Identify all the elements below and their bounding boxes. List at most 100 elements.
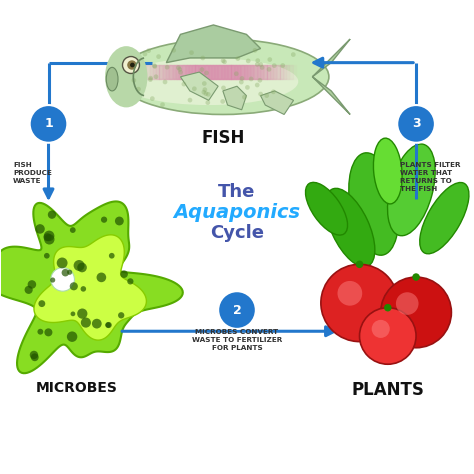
Circle shape [205, 100, 210, 105]
Circle shape [38, 300, 46, 307]
Circle shape [70, 282, 78, 291]
Circle shape [130, 63, 135, 67]
Circle shape [372, 320, 390, 338]
Text: PLANTS FILTER
WATER THAT
RETURNS TO
THE FISH: PLANTS FILTER WATER THAT RETURNS TO THE … [401, 162, 461, 191]
Polygon shape [166, 25, 261, 63]
Polygon shape [34, 235, 146, 340]
Circle shape [178, 70, 183, 75]
Circle shape [201, 90, 206, 95]
Circle shape [62, 269, 69, 276]
Circle shape [337, 281, 362, 306]
Circle shape [25, 286, 33, 294]
Circle shape [127, 278, 134, 284]
Circle shape [30, 351, 38, 359]
Circle shape [188, 98, 192, 102]
Circle shape [71, 311, 75, 316]
Circle shape [27, 280, 36, 289]
Circle shape [258, 91, 263, 96]
Circle shape [218, 291, 256, 329]
Text: 2: 2 [233, 303, 241, 317]
Circle shape [153, 64, 157, 69]
Circle shape [176, 65, 181, 70]
Text: FISH: FISH [201, 128, 245, 146]
Circle shape [321, 264, 398, 342]
Circle shape [221, 85, 226, 90]
Circle shape [77, 309, 87, 319]
Circle shape [115, 217, 124, 226]
Circle shape [201, 55, 205, 60]
Circle shape [101, 217, 107, 223]
Circle shape [236, 56, 240, 61]
Circle shape [92, 319, 102, 328]
Ellipse shape [305, 182, 347, 235]
Circle shape [281, 63, 285, 68]
Polygon shape [312, 39, 350, 115]
Circle shape [267, 67, 272, 72]
Circle shape [57, 257, 68, 268]
Circle shape [192, 86, 197, 91]
Circle shape [182, 82, 186, 86]
Circle shape [240, 76, 245, 81]
Polygon shape [261, 91, 293, 115]
Polygon shape [223, 86, 246, 110]
Ellipse shape [119, 58, 298, 105]
Circle shape [44, 253, 50, 259]
Text: Aquaponics: Aquaponics [173, 203, 301, 222]
Circle shape [206, 92, 210, 97]
Text: MICROBES CONVERT
WASTE TO FERTILIZER
FOR PLANTS: MICROBES CONVERT WASTE TO FERTILIZER FOR… [192, 329, 282, 351]
Circle shape [51, 268, 74, 291]
Text: PLANTS: PLANTS [351, 381, 424, 399]
Ellipse shape [106, 67, 118, 91]
Circle shape [109, 253, 115, 259]
Circle shape [381, 277, 451, 348]
Circle shape [264, 93, 269, 98]
Circle shape [200, 67, 204, 72]
Circle shape [271, 90, 276, 94]
Circle shape [242, 95, 247, 100]
Circle shape [189, 50, 194, 55]
Circle shape [255, 62, 260, 67]
Circle shape [81, 318, 91, 328]
Text: 3: 3 [412, 118, 420, 130]
Circle shape [31, 353, 39, 361]
Circle shape [120, 270, 128, 278]
Circle shape [156, 54, 161, 59]
Circle shape [160, 102, 165, 107]
Circle shape [106, 322, 112, 328]
Polygon shape [0, 201, 183, 373]
Ellipse shape [349, 153, 399, 255]
Circle shape [97, 273, 106, 282]
Text: The: The [219, 183, 255, 201]
Circle shape [221, 58, 226, 63]
Circle shape [50, 277, 55, 283]
Circle shape [234, 72, 238, 76]
Circle shape [172, 48, 176, 53]
Circle shape [45, 328, 53, 337]
Circle shape [253, 48, 257, 53]
Circle shape [67, 270, 72, 275]
Circle shape [122, 56, 139, 73]
Circle shape [35, 224, 45, 234]
Circle shape [202, 87, 207, 92]
Circle shape [44, 233, 52, 241]
Ellipse shape [388, 144, 435, 236]
Circle shape [267, 57, 272, 62]
Circle shape [143, 52, 147, 56]
Circle shape [260, 65, 264, 70]
Circle shape [163, 80, 167, 84]
Text: MICROBES: MICROBES [36, 381, 118, 395]
Circle shape [245, 85, 250, 90]
Circle shape [246, 59, 251, 63]
Circle shape [48, 210, 56, 219]
Circle shape [105, 322, 111, 328]
Circle shape [146, 48, 151, 53]
Circle shape [397, 105, 435, 143]
Circle shape [77, 263, 87, 273]
Circle shape [384, 304, 392, 311]
Circle shape [37, 329, 43, 335]
Text: Cycle: Cycle [210, 224, 264, 242]
Ellipse shape [117, 39, 329, 115]
Circle shape [44, 234, 55, 245]
Circle shape [412, 273, 420, 281]
Ellipse shape [374, 138, 402, 204]
